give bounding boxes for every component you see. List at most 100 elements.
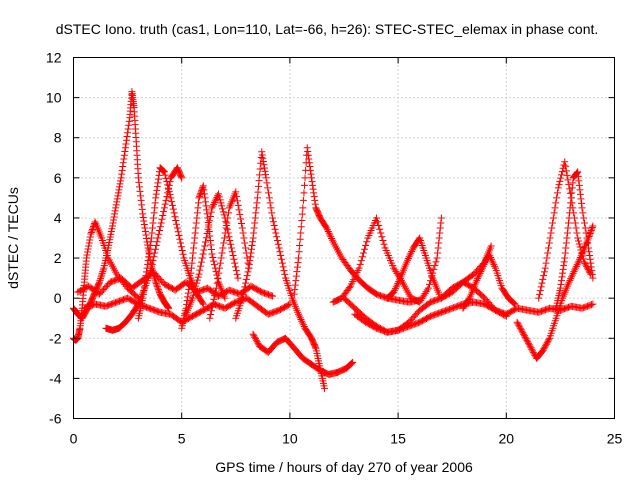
plot-frame [73, 57, 615, 419]
data-point [117, 174, 125, 182]
data-point [164, 184, 172, 192]
data-point [568, 184, 576, 192]
data-point [162, 196, 170, 204]
data-point [156, 223, 164, 231]
data-point [582, 261, 590, 269]
data-point [569, 269, 577, 277]
data-point [544, 249, 552, 257]
data-point [306, 163, 314, 171]
data-point [188, 259, 196, 267]
data-point [235, 206, 243, 214]
data-point [262, 171, 270, 179]
data-point [379, 237, 387, 245]
data-point [193, 276, 201, 284]
data-point [252, 336, 260, 344]
data-point [526, 342, 534, 350]
data-point [203, 229, 211, 237]
data-point [223, 219, 231, 227]
data-point [239, 229, 247, 237]
data-point [147, 238, 155, 246]
data-point [565, 214, 573, 222]
data-point [580, 214, 588, 222]
data-point [345, 284, 353, 292]
data-point [589, 300, 597, 308]
data-point [543, 254, 551, 262]
data-point [121, 144, 129, 152]
data-point [391, 286, 399, 294]
data-point [227, 244, 235, 252]
data-point [150, 214, 158, 222]
data-point [487, 255, 495, 263]
data-point [146, 245, 154, 253]
data-point [196, 191, 204, 199]
data-point [168, 198, 176, 206]
data-point [225, 233, 233, 241]
data-point [148, 224, 156, 232]
data-point [272, 229, 280, 237]
y-tick-label: 0 [54, 290, 62, 306]
data-point [155, 230, 163, 238]
data-point [392, 268, 400, 276]
data-point [166, 191, 174, 199]
data-point [111, 207, 119, 215]
data-point [153, 183, 161, 191]
data-point [547, 229, 555, 237]
data-point [143, 235, 151, 243]
data-point [539, 275, 547, 283]
data-point [553, 189, 561, 197]
data-point [184, 289, 192, 297]
data-point [298, 210, 306, 218]
data-point [378, 233, 386, 241]
data-point [403, 258, 411, 266]
data-point [539, 346, 547, 354]
data-point [174, 228, 182, 236]
data-point [325, 229, 333, 237]
data-point [224, 209, 232, 217]
data-point [140, 283, 148, 291]
data-point [192, 219, 200, 227]
data-point [566, 189, 574, 197]
data-point [173, 220, 181, 228]
data-point [254, 339, 262, 347]
data-point [245, 264, 253, 272]
data-point [472, 278, 480, 286]
data-point [535, 294, 543, 302]
data-point [82, 254, 90, 262]
data-point [187, 269, 195, 277]
data-point [572, 262, 580, 270]
y-tick-label: 2 [54, 250, 62, 266]
data-point [244, 268, 252, 276]
data-point [286, 300, 294, 308]
x-tick-label: 20 [499, 431, 515, 447]
data-point [261, 167, 269, 175]
data-point [562, 167, 570, 175]
series-arc-i [249, 330, 357, 378]
data-point [571, 266, 579, 274]
data-point [474, 275, 482, 283]
data-point [554, 184, 562, 192]
data-point [270, 221, 278, 229]
data-point [262, 174, 270, 182]
data-point [258, 151, 266, 159]
data-point [191, 229, 199, 237]
data-point [237, 219, 245, 227]
data-point [421, 289, 429, 297]
data-point [305, 155, 313, 163]
data-point [259, 158, 267, 166]
data-point [573, 261, 581, 269]
data-point [589, 274, 597, 282]
data-point [193, 279, 201, 287]
data-point [516, 324, 524, 332]
data-point [473, 276, 481, 284]
data-point [322, 223, 330, 231]
data-point [211, 197, 219, 205]
chart-title: dSTEC Iono. truth (cas1, Lon=110, Lat=-6… [56, 21, 599, 37]
data-point [355, 264, 363, 272]
data-point [573, 169, 581, 177]
data-point [299, 204, 307, 212]
data-point [86, 233, 94, 241]
data-point [160, 167, 168, 175]
data-point [418, 295, 426, 303]
data-point [581, 224, 589, 232]
data-point [112, 204, 120, 212]
